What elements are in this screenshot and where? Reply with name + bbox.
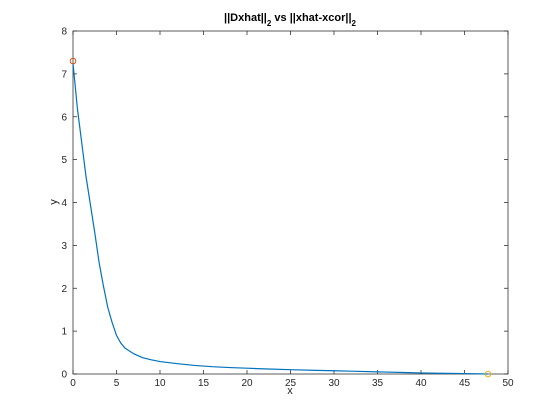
x-tick-label: 15: [198, 378, 210, 389]
title-part: ||Dxhat||: [224, 12, 267, 24]
y-tick-label: 0: [61, 370, 67, 381]
y-tick-label: 5: [61, 155, 67, 166]
x-tick-label: 20: [241, 378, 253, 389]
x-tick-label: 10: [154, 378, 166, 389]
y-tick-label: 7: [61, 69, 67, 80]
x-tick-label: 30: [328, 378, 340, 389]
y-axis-label: y: [48, 199, 60, 205]
marker-layer: [69, 57, 492, 378]
y-tick-label: 6: [61, 112, 67, 123]
plot-area: [72, 30, 509, 375]
series-layer: [72, 63, 489, 375]
y-axis-ticks: 0 1 2 3 4 5 6 7 8: [61, 27, 508, 381]
y-tick-label: 1: [61, 327, 67, 338]
y-tick-label: 2: [61, 284, 67, 295]
y-tick-label: 3: [61, 241, 67, 252]
x-axis-ticks: 0 5 10 15 20 25 30 35 40 45 50: [70, 31, 514, 389]
y-tick-label: 4: [61, 198, 67, 209]
data-point-marker: [484, 370, 492, 378]
title-subscript: 2: [352, 19, 357, 28]
x-tick-label: 5: [114, 378, 120, 389]
x-tick-label: 25: [285, 378, 297, 389]
x-tick-label: 0: [70, 378, 76, 389]
data-point-marker: [69, 57, 77, 65]
x-tick-label: 35: [372, 378, 384, 389]
x-tick-label: 50: [502, 378, 514, 389]
chart-title: ||Dxhat||2 vs ||xhat-xcor||2: [224, 12, 357, 28]
title-part: vs ||xhat-xcor||: [271, 12, 351, 24]
x-tick-label: 40: [415, 378, 427, 389]
x-tick-label: 45: [459, 378, 471, 389]
series-line: [72, 63, 489, 375]
y-tick-label: 8: [61, 27, 67, 38]
title-subscript: 2: [267, 19, 272, 28]
x-axis-label: x: [287, 385, 293, 397]
